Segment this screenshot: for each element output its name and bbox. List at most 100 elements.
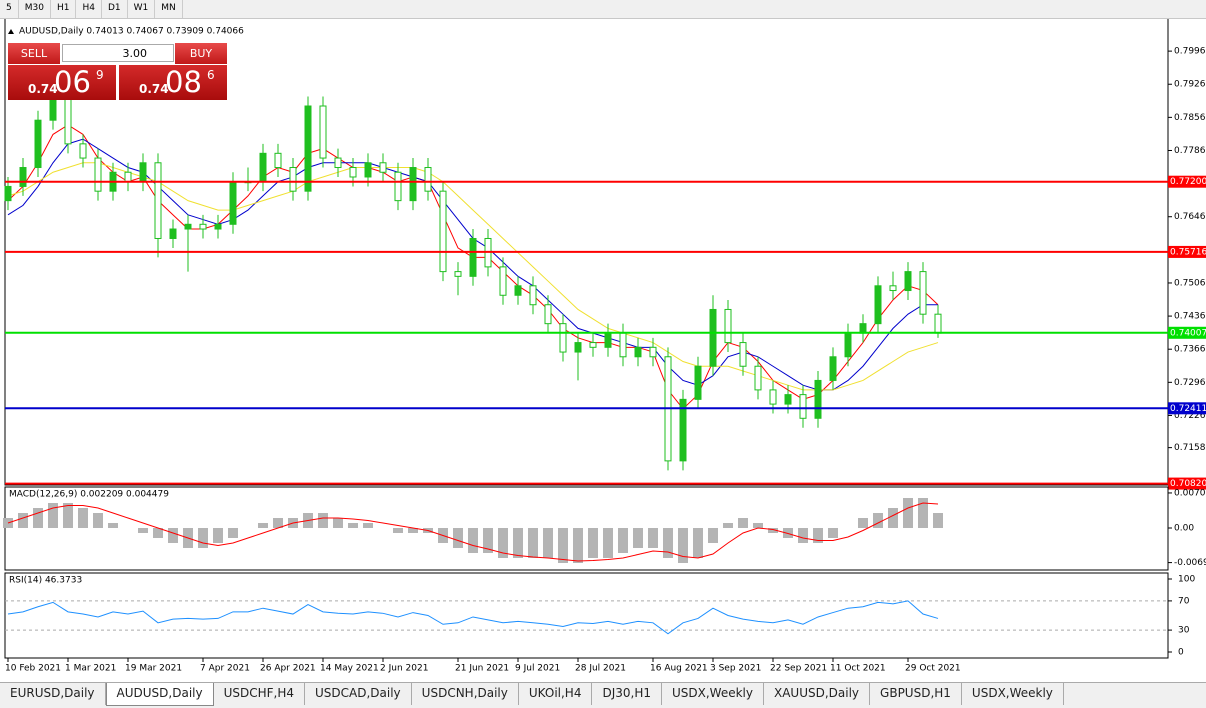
chart-tab[interactable]: UKOil,H4 — [519, 683, 593, 705]
x-tick-label: 10 Feb 2021 — [5, 664, 61, 674]
sell-price[interactable]: 0.74 06 9 — [8, 65, 116, 100]
macd-bar — [798, 528, 808, 543]
candle-body — [349, 167, 357, 178]
candle-body — [229, 181, 237, 225]
macd-bar — [753, 523, 763, 528]
x-tick-label: 11 Oct 2021 — [830, 664, 886, 674]
candle-body — [259, 152, 267, 183]
buy-price[interactable]: 0.74 08 6 — [119, 65, 227, 100]
macd-bar — [348, 523, 358, 528]
x-tick-label: 19 Mar 2021 — [125, 664, 182, 674]
candle-body — [379, 162, 387, 173]
chart-background — [0, 18, 1206, 682]
candle-body — [409, 167, 417, 202]
candle-body — [769, 389, 777, 405]
timeframe-toolbar: 5 M30 H1 H4 D1 W1 MN — [0, 0, 1206, 19]
y-tick-label: 30 — [1178, 626, 1190, 636]
chart-tab[interactable]: AUDUSD,Daily — [105, 683, 214, 706]
sell-button[interactable]: SELL — [8, 43, 60, 64]
candle-body — [679, 398, 687, 462]
y-tick-label: 0 — [1178, 648, 1184, 658]
macd-bar — [693, 528, 703, 558]
macd-bar — [738, 518, 748, 528]
x-tick-label: 14 May 2021 — [320, 664, 379, 674]
candle-body — [844, 332, 852, 358]
macd-bar — [618, 528, 628, 553]
macd-bar — [153, 528, 163, 538]
candle-body — [529, 285, 537, 306]
timeframe-button[interactable]: M30 — [19, 0, 51, 18]
buy-button[interactable]: BUY — [175, 43, 227, 64]
timeframe-button[interactable]: H1 — [51, 0, 77, 18]
candle-body — [34, 119, 42, 169]
panel-frame — [4, 572, 1169, 659]
timeframe-button[interactable]: 5 — [0, 0, 19, 18]
candle-body — [19, 167, 27, 187]
moving-average — [7, 162, 939, 391]
candle-body — [619, 332, 627, 358]
macd-bar — [48, 503, 58, 528]
candle-body — [634, 346, 642, 358]
candle-body — [799, 394, 807, 419]
y-tick-label: 0.00 — [1174, 524, 1194, 534]
x-tick-label: 22 Sep 2021 — [770, 664, 827, 674]
lot-input[interactable]: 3.00 — [62, 44, 174, 62]
chart-tab[interactable]: USDX,Weekly — [662, 683, 764, 705]
macd-bar — [198, 528, 208, 548]
chart-tab[interactable]: USDCAD,Daily — [305, 683, 412, 705]
candle-body — [154, 162, 162, 239]
timeframe-button[interactable]: W1 — [128, 0, 156, 18]
panel-title: RSI(14) 46.3733 — [9, 576, 82, 586]
macd-bar — [543, 528, 553, 558]
candle-body — [694, 365, 702, 400]
macd-bar — [333, 518, 343, 528]
chart-tab[interactable]: DJ30,H1 — [592, 683, 662, 705]
macd-bar — [498, 528, 508, 558]
rsi-line — [7, 600, 939, 635]
macd-bar — [768, 528, 778, 533]
candle-body — [604, 332, 612, 348]
macd-bar — [573, 528, 583, 563]
macd-bar — [138, 528, 148, 533]
price-level-label: 0.75716 — [1170, 247, 1206, 257]
macd-bar — [558, 528, 568, 563]
timeframe-button[interactable]: D1 — [102, 0, 128, 18]
candle-body — [739, 342, 747, 367]
x-tick-label: 7 Apr 2021 — [200, 664, 250, 674]
x-tick-label: 1 Mar 2021 — [65, 664, 116, 674]
candle-body — [334, 157, 342, 169]
macd-bar — [63, 503, 73, 528]
price-level-label: 0.74007 — [1170, 328, 1206, 338]
chart-tab[interactable]: GBPUSD,H1 — [870, 683, 962, 705]
macd-bar — [903, 498, 913, 528]
chart-tab[interactable]: USDCNH,Daily — [412, 683, 519, 705]
candle-body — [424, 167, 432, 192]
x-tick-label: 3 Sep 2021 — [710, 664, 761, 674]
candle-body — [589, 342, 597, 348]
candle-body — [574, 342, 582, 353]
chart-tab[interactable]: EURUSD,Daily — [0, 683, 106, 705]
one-click-trading: SELL 3.00 BUY 0.74 06 9 0.74 08 6 — [8, 43, 228, 101]
candle-body — [859, 323, 867, 334]
chart-tab[interactable]: USDCHF,H4 — [214, 683, 306, 705]
x-tick-label: 28 Jul 2021 — [575, 664, 626, 674]
timeframe-button[interactable]: H4 — [76, 0, 102, 18]
timeframe-button[interactable]: MN — [155, 0, 183, 18]
price-level-label: 0.77200 — [1170, 177, 1206, 187]
candle-body — [919, 271, 927, 315]
chart-tabs: EURUSD,Daily AUDUSD,Daily USDCHF,H4 USDCAD,… — [0, 682, 1206, 708]
chart-tab[interactable]: USDX,Weekly — [962, 683, 1064, 705]
price-big: 08 — [165, 65, 202, 99]
macd-bar — [258, 523, 268, 528]
macd-bar — [888, 508, 898, 528]
chart-tab[interactable]: XAUUSD,Daily — [764, 683, 871, 705]
macd-bar — [228, 528, 238, 538]
macd-bar — [648, 528, 658, 548]
macd-bar — [453, 528, 463, 548]
macd-bar — [468, 528, 478, 553]
panel-title: MACD(12,26,9) 0.002209 0.004479 — [9, 490, 169, 500]
candle-body — [559, 323, 567, 353]
